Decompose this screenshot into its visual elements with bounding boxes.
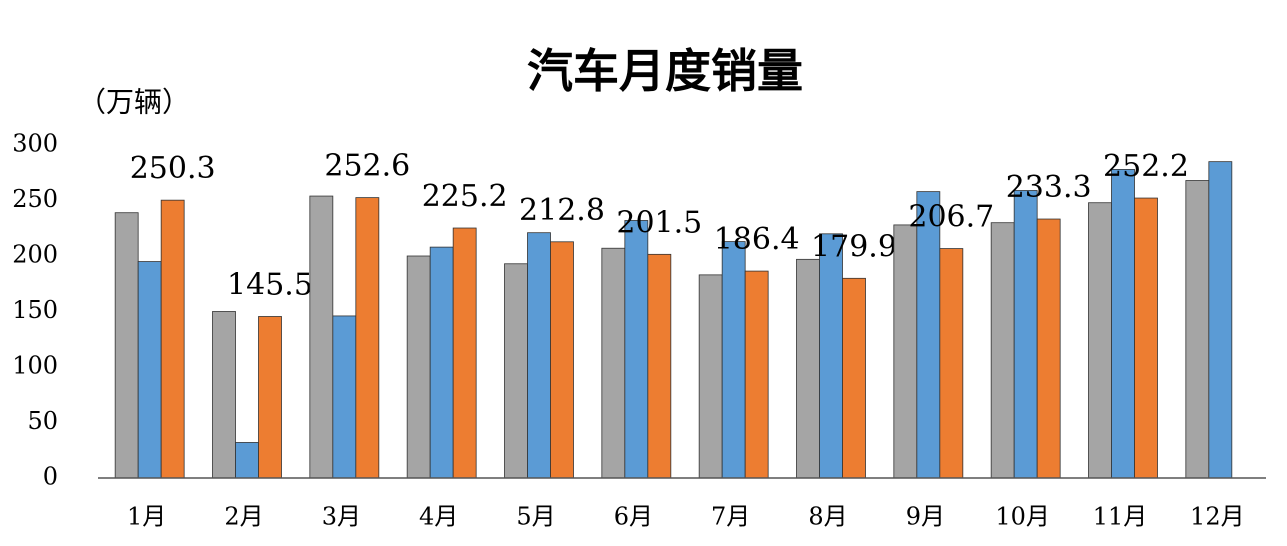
- y-tick-label: 0: [43, 463, 58, 491]
- y-tick-label: 150: [12, 296, 58, 324]
- y-axis-label: （万辆）: [78, 86, 190, 119]
- bar: [550, 241, 574, 479]
- bar: [235, 442, 259, 479]
- bar: [429, 246, 454, 479]
- x-tick-label: 9月: [906, 503, 945, 531]
- bar: [1036, 218, 1061, 479]
- data-label: 179.9: [811, 229, 897, 264]
- bar: [137, 261, 162, 479]
- bar: [647, 253, 672, 479]
- bar: [842, 277, 866, 479]
- x-tick-label: 1月: [127, 503, 166, 531]
- bar: [406, 255, 431, 479]
- bar: [1111, 169, 1135, 479]
- bar: [258, 316, 282, 479]
- x-tick-label: 2月: [224, 503, 263, 531]
- bar: [819, 233, 843, 479]
- data-label: 206.7: [908, 200, 994, 235]
- data-label: 201.5: [616, 205, 702, 240]
- x-tick-label: 10月: [995, 503, 1050, 531]
- data-label: 233.3: [1006, 170, 1092, 205]
- bar: [744, 270, 769, 479]
- data-label: 252.2: [1103, 149, 1189, 184]
- x-tick-label: 11月: [1093, 503, 1148, 531]
- data-label: 212.8: [519, 193, 605, 228]
- bar: [796, 258, 820, 479]
- x-tick-label: 6月: [614, 503, 653, 531]
- data-label: 252.6: [324, 149, 410, 184]
- bar: [939, 248, 964, 479]
- y-tick-label: 100: [12, 352, 58, 380]
- x-tick-label: 12月: [1190, 503, 1245, 531]
- x-tick-label: 4月: [419, 503, 458, 531]
- bar: [332, 315, 357, 479]
- bar: [601, 247, 626, 479]
- x-tick-label: 8月: [808, 503, 847, 531]
- x-tick-label: 3月: [322, 503, 361, 531]
- bar: [624, 220, 649, 479]
- bar: [504, 263, 528, 479]
- data-label: 225.2: [422, 179, 508, 214]
- bar: [309, 195, 334, 479]
- bar: [1088, 202, 1112, 479]
- x-tick-label: 5月: [516, 503, 555, 531]
- bar: [355, 197, 380, 479]
- bar: [114, 212, 139, 479]
- bar: [527, 232, 551, 479]
- bar: [1134, 197, 1158, 479]
- bar: [698, 274, 723, 479]
- bar: [893, 224, 918, 479]
- y-tick-label: 300: [12, 130, 58, 158]
- data-label: 145.5: [227, 267, 313, 302]
- y-tick-label: 50: [27, 407, 58, 435]
- x-tick-label: 7月: [711, 503, 750, 531]
- bar: [1013, 190, 1038, 479]
- bar: [721, 241, 746, 479]
- bar: [160, 199, 185, 479]
- bar: [212, 311, 236, 479]
- data-label: 250.3: [130, 151, 216, 186]
- chart-title: 汽车月度销量: [527, 44, 803, 98]
- bar: [452, 227, 477, 479]
- y-tick-label: 200: [12, 241, 58, 269]
- bar: [990, 222, 1015, 479]
- y-tick-label: 250: [12, 185, 58, 213]
- data-label: 186.4: [714, 222, 800, 257]
- bar: [1208, 161, 1233, 479]
- bar: [1185, 180, 1210, 479]
